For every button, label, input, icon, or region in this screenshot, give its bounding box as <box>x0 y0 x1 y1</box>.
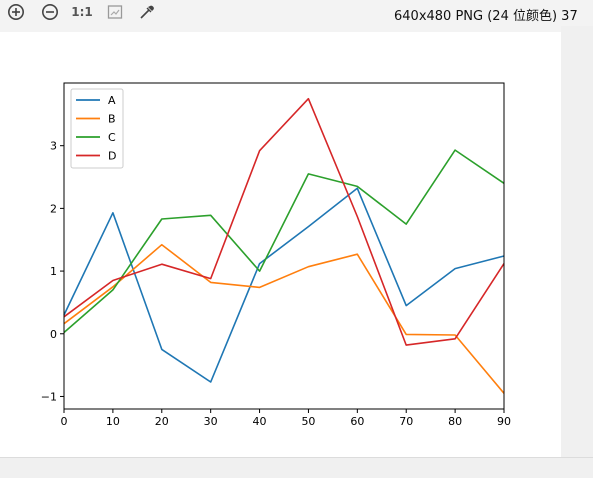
axes-frame <box>63 82 505 410</box>
zoom-out-icon[interactable] <box>40 2 60 22</box>
series-line-A <box>63 187 505 383</box>
x-tick-label: 0 <box>61 415 68 428</box>
x-tick-label: 10 <box>106 415 120 428</box>
status-bar <box>0 457 593 478</box>
y-tick-label: −1 <box>41 390 57 403</box>
x-tick-label: 70 <box>399 415 413 428</box>
legend-label-B: B <box>108 113 116 126</box>
x-tick-label: 40 <box>253 415 267 428</box>
scroll-gutter <box>561 26 593 457</box>
legend-label-A: A <box>108 94 116 107</box>
eyedropper-icon[interactable] <box>137 2 157 22</box>
zoom-in-icon[interactable] <box>6 2 26 22</box>
x-tick-label: 30 <box>204 415 218 428</box>
y-tick-label: 1 <box>50 265 57 278</box>
series-line-C <box>63 149 505 334</box>
y-tick-label: 0 <box>50 328 57 341</box>
x-tick-label: 80 <box>448 415 462 428</box>
fit-window-icon[interactable] <box>105 2 125 22</box>
series-line-B <box>63 243 505 394</box>
x-tick-label: 20 <box>155 415 169 428</box>
x-tick-label: 60 <box>350 415 364 428</box>
y-tick-label: 2 <box>50 202 57 215</box>
x-tick-label: 50 <box>301 415 315 428</box>
x-tick-label: 90 <box>497 415 511 428</box>
viewer-toolbar: 1:1 640x480 PNG (24 位颜色) 37 <box>0 0 593 26</box>
legend-label-C: C <box>108 131 116 144</box>
series-line-D <box>63 97 505 346</box>
legend-box <box>70 88 124 169</box>
legend-label-D: D <box>108 150 116 163</box>
y-tick-label: 3 <box>50 140 57 153</box>
actual-size-button[interactable]: 1:1 <box>71 5 93 19</box>
image-canvas: 0 10 20 30 40 50 60 70 80 90 −1 0 1 2 3 A B C D <box>0 32 561 457</box>
image-info-text: 640x480 PNG (24 位颜色) 37 <box>394 9 578 24</box>
